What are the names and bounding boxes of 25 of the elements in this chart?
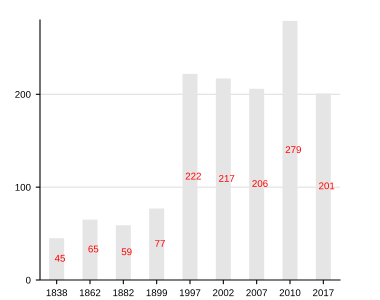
x-tick-label: 2017	[313, 289, 334, 296]
data-label: 65	[88, 246, 98, 252]
x-tick-label: 2007	[246, 289, 267, 296]
y-tick-label: 100	[15, 184, 31, 191]
bar	[82, 220, 98, 280]
y-tick-label: 0	[26, 276, 31, 284]
bar	[149, 208, 164, 280]
x-tick-label: 1838	[46, 289, 68, 296]
data-label: 279	[286, 146, 301, 154]
data-label: 217	[219, 174, 234, 182]
x-tick-label: 1882	[113, 289, 134, 296]
data-label: 222	[186, 172, 201, 180]
data-label: 59	[122, 248, 132, 256]
data-label: 201	[319, 182, 334, 190]
data-label: 77	[155, 240, 165, 247]
x-tick-label: 1997	[180, 289, 200, 296]
x-tick-label: 2010	[280, 289, 300, 296]
x-tick-label: 2002	[213, 289, 234, 296]
bar	[116, 225, 131, 280]
y-tick-label: 200	[15, 91, 31, 98]
data-label: 45	[54, 254, 65, 262]
x-tick-label: 1862	[80, 289, 100, 296]
bar	[49, 238, 64, 280]
data-label: 206	[252, 180, 268, 187]
x-tick-label: 1899	[146, 289, 168, 296]
